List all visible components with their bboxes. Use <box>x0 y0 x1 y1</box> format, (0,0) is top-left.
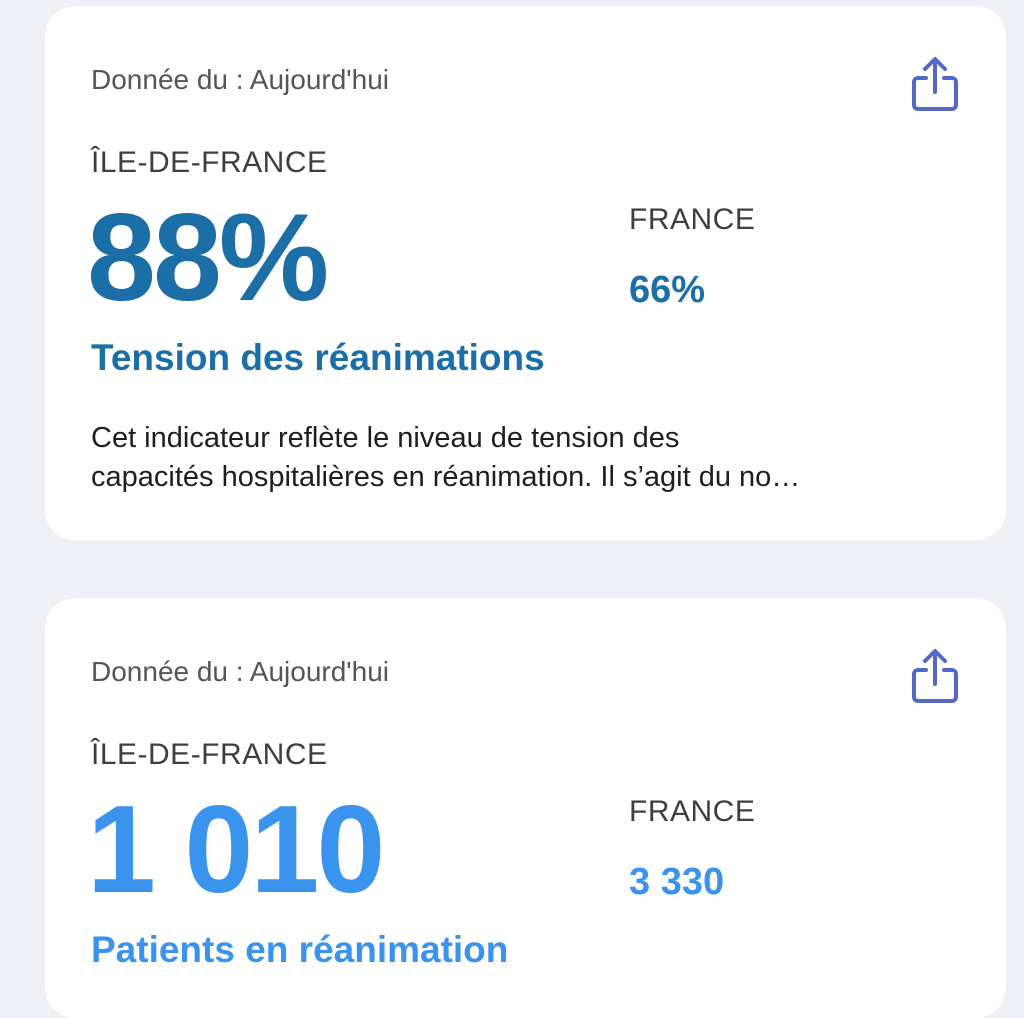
france-label: FRANCE <box>629 795 756 828</box>
date-label: Donnée du : Aujourd'hui <box>91 656 390 687</box>
france-label: FRANCE <box>629 203 756 236</box>
description-line: capacités hospitalières en réanimation. … <box>91 461 801 493</box>
region-value: 1 010 <box>87 781 385 919</box>
screen: {"cards": [ {"date_label": "Donnée du : … <box>45 6 1006 1018</box>
indicator-card[interactable]: Donnée du : Aujourd'hui ÎLE-DE-FRANCE 88… <box>45 6 1006 540</box>
date-label: Donnée du : Aujourd'hui <box>91 64 390 95</box>
share-button[interactable] <box>909 648 961 706</box>
indicator-title: Patients en réanimation <box>91 929 509 970</box>
france-value: 3 330 <box>629 861 725 903</box>
share-button[interactable] <box>909 56 961 114</box>
france-value: 66% <box>629 269 706 311</box>
description-line: Cet indicateur reflète le niveau de tens… <box>91 422 680 454</box>
region-label: ÎLE-DE-FRANCE <box>91 146 328 179</box>
indicator-title: Tension des réanimations <box>91 337 545 378</box>
region-value: 88% <box>87 189 329 327</box>
page: Indicateurs html, body { margin: 0; padd… <box>45 6 1006 1018</box>
indicator-card[interactable]: Donnée du : Aujourd'hui ÎLE-DE-FRANCE 1 … <box>45 598 1006 1018</box>
region-label: ÎLE-DE-FRANCE <box>91 738 328 771</box>
